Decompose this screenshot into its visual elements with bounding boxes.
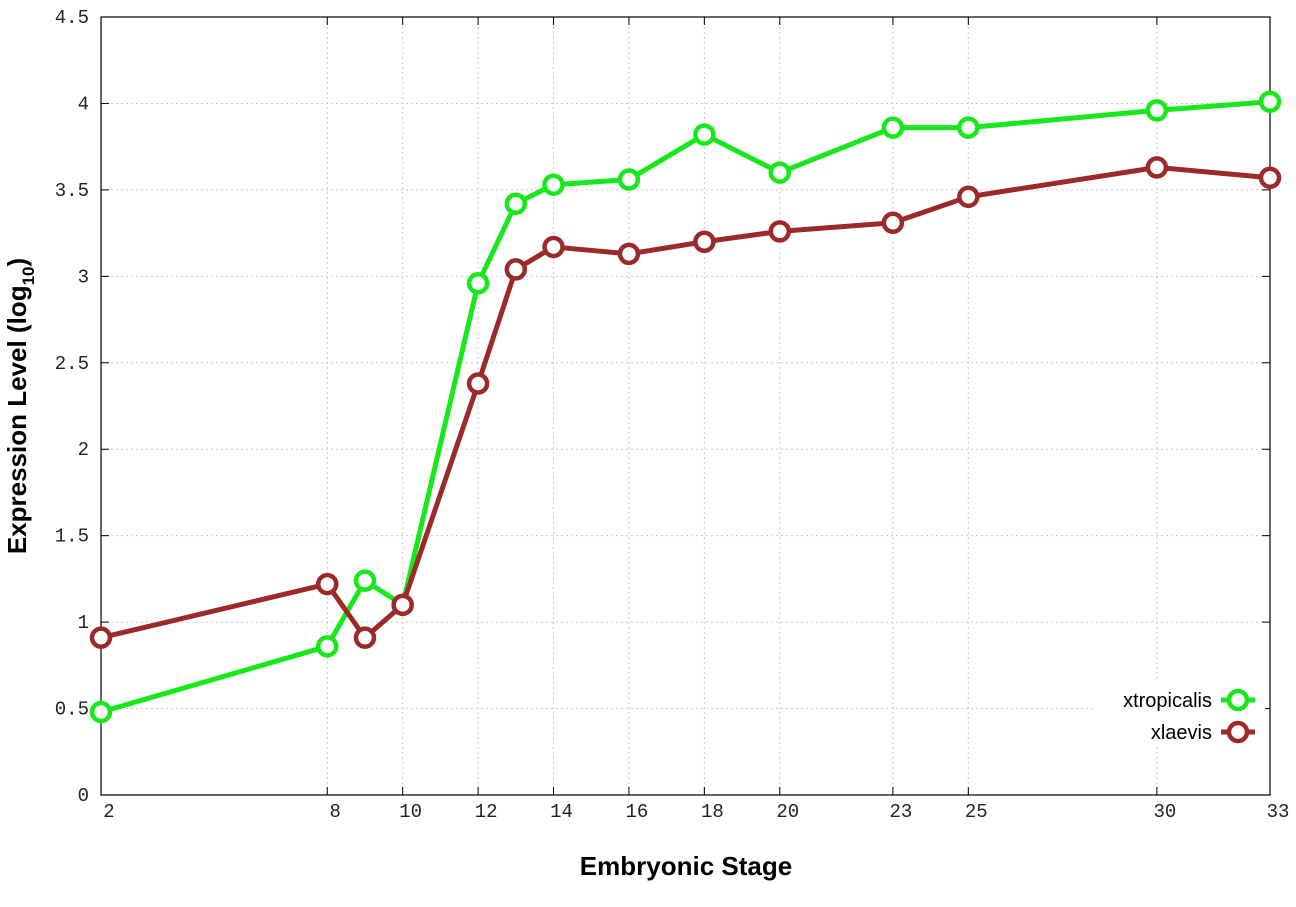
y-tick-label: 4: [78, 93, 89, 115]
x-tick-label: 30: [1153, 801, 1176, 823]
y-axis-title-main: Expression Level (log: [2, 285, 32, 554]
x-tick-label: 16: [626, 801, 649, 823]
x-tick-label: 14: [550, 801, 573, 823]
data-point: [504, 258, 528, 281]
data-point: [881, 116, 905, 139]
x-tick-label: 8: [330, 801, 341, 823]
y-tick-label: 2: [78, 439, 89, 461]
data-point: [316, 635, 339, 658]
x-axis-title: Embryonic Stage: [580, 851, 792, 881]
data-point: [466, 271, 490, 295]
data-point: [1145, 156, 1169, 179]
legend-marker: [1226, 688, 1250, 712]
legend: xtropicalis xlaevis: [1095, 682, 1265, 746]
legend-label: xtropicalis: [1123, 690, 1212, 712]
grid-lines: [101, 17, 1270, 795]
y-tick-label: 1.5: [55, 526, 89, 548]
x-tick-label: 33: [1267, 801, 1290, 823]
y-tick-label: 3.5: [55, 180, 89, 202]
legend-marker: [1226, 720, 1250, 744]
series-xtropicalis: [89, 90, 1282, 724]
x-tick-label: 2: [103, 801, 114, 823]
plot-frame: [100, 16, 1271, 796]
y-axis-title-close: ): [2, 258, 32, 267]
data-point: [617, 168, 641, 191]
data-point: [542, 235, 565, 259]
data-point: [1258, 166, 1282, 190]
x-tick-label: 20: [776, 801, 799, 823]
y-tick-label: 1: [78, 612, 89, 634]
data-point: [89, 626, 113, 649]
x-tick-label: 10: [399, 801, 422, 823]
data-point: [957, 116, 980, 139]
data-point: [768, 220, 792, 243]
x-tick-label: 12: [475, 801, 498, 823]
data-point: [542, 173, 565, 196]
data-point: [617, 242, 641, 266]
y-tick-label: 4.5: [55, 7, 89, 29]
x-tick-label: 23: [889, 801, 912, 823]
data-point: [881, 211, 905, 234]
data-point: [1145, 99, 1169, 122]
series-layer: [89, 90, 1282, 724]
axis-ticks: 0 0.5 1 1.5 2 2.5 3 3.5 4 4.5 2 8 10 12 14 16 18 20 23 25 30…: [55, 7, 1290, 823]
data-point: [957, 185, 980, 209]
y-tick-label: 0.5: [55, 699, 89, 721]
data-point: [466, 372, 490, 395]
y-tick-label: 0: [78, 785, 89, 807]
data-point: [391, 593, 414, 617]
data-point: [693, 123, 716, 146]
data-point: [89, 700, 113, 724]
series-line: [100, 99, 1271, 715]
y-axis-title-subscript: 10: [19, 267, 38, 286]
y-tick-label: 2.5: [55, 353, 89, 375]
data-point: [693, 230, 716, 254]
series-xlaevis: [89, 156, 1282, 649]
data-point: [1258, 90, 1282, 113]
legend-label: xlaevis: [1151, 722, 1212, 744]
data-point: [768, 161, 792, 184]
data-point: [353, 626, 377, 649]
y-axis-title: Expression Level (log10): [2, 258, 38, 554]
data-point: [504, 192, 528, 215]
series-line: [100, 164, 1271, 641]
data-point: [316, 572, 339, 596]
y-tick-label: 3: [78, 266, 89, 288]
x-tick-label: 18: [701, 801, 724, 823]
x-tick-label: 25: [965, 801, 988, 823]
data-point: [353, 569, 377, 592]
